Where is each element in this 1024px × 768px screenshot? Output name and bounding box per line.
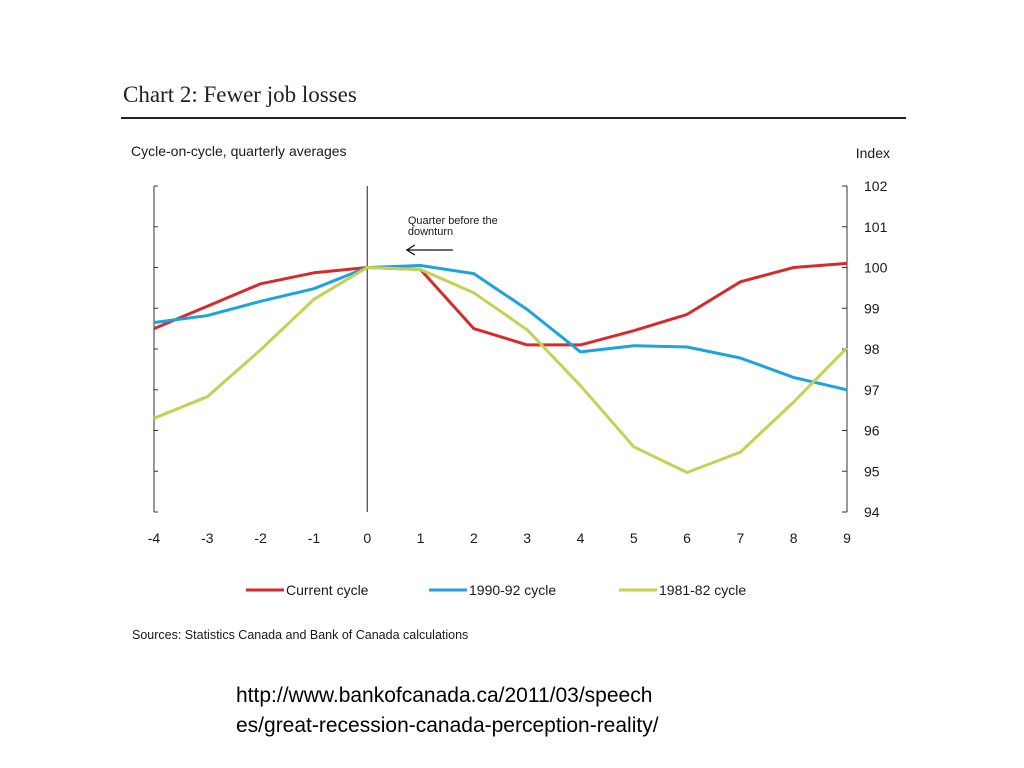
x-tick-label: 4 — [577, 530, 585, 546]
annotation-text: downturn — [408, 226, 453, 238]
series-line-1990-92-cycle — [153, 264, 848, 392]
series-line-current-cycle — [153, 261, 848, 347]
x-tick-label: 9 — [843, 530, 851, 546]
series-layer — [153, 261, 849, 474]
y-tick-label: 96 — [864, 423, 880, 439]
y-tick-label: 98 — [864, 341, 880, 357]
x-tick-label: 7 — [736, 530, 744, 546]
source-note: Sources: Statistics Canada and Bank of C… — [132, 628, 468, 642]
x-tick-label: 1 — [417, 530, 425, 546]
x-tick-label: -3 — [201, 530, 214, 546]
y-tick-label: 94 — [864, 504, 880, 520]
axes-layer: 94 95 96 97 98 99 100 101 102 -4 -3 -2 -1 0 1 2 3 4 5 6 7 8 9 — [148, 178, 888, 546]
series-line-1981-82-cycle — [153, 266, 849, 474]
chart-title: Chart 2: Fewer job losses — [123, 82, 357, 107]
source-url-line-2[interactable]: es/great-recession-canada-perception-rea… — [236, 714, 659, 737]
y-tick-label: 97 — [864, 382, 880, 398]
legend-layer: Current cycle 1990-92 cycle 1981-82 cycle — [246, 582, 746, 598]
y-tick-label: 99 — [864, 300, 880, 316]
y-axis-label: Index — [856, 145, 890, 161]
x-tick-label: -2 — [254, 530, 267, 546]
y-tick-label: 95 — [864, 463, 880, 479]
source-url-line-1[interactable]: http://www.bankofcanada.ca/2011/03/speec… — [236, 684, 653, 707]
x-tick-label: 0 — [363, 530, 371, 546]
x-tick-label: 2 — [470, 530, 478, 546]
annotation-arrowhead — [405, 244, 416, 256]
y-tick-label: 100 — [864, 260, 888, 276]
y-tick-label: 101 — [864, 219, 888, 235]
x-tick-label: 8 — [790, 530, 798, 546]
chart-subtitle: Cycle-on-cycle, quarterly averages — [131, 143, 347, 159]
x-tick-label: 3 — [523, 530, 531, 546]
x-tick-label: 5 — [630, 530, 638, 546]
legend-label: 1990-92 cycle — [469, 582, 556, 598]
source-url[interactable]: http://www.bankofcanada.ca/2011/03/speec… — [236, 681, 756, 741]
x-tick-label: -4 — [148, 530, 161, 546]
x-tick-label: -1 — [308, 530, 321, 546]
x-tick-label: 6 — [683, 530, 691, 546]
y-tick-label: 102 — [864, 178, 888, 194]
legend-label: 1981-82 cycle — [659, 582, 746, 598]
title-rule — [121, 117, 906, 119]
annotation-text: Quarter before the — [408, 215, 498, 227]
legend-label: Current cycle — [286, 582, 369, 598]
